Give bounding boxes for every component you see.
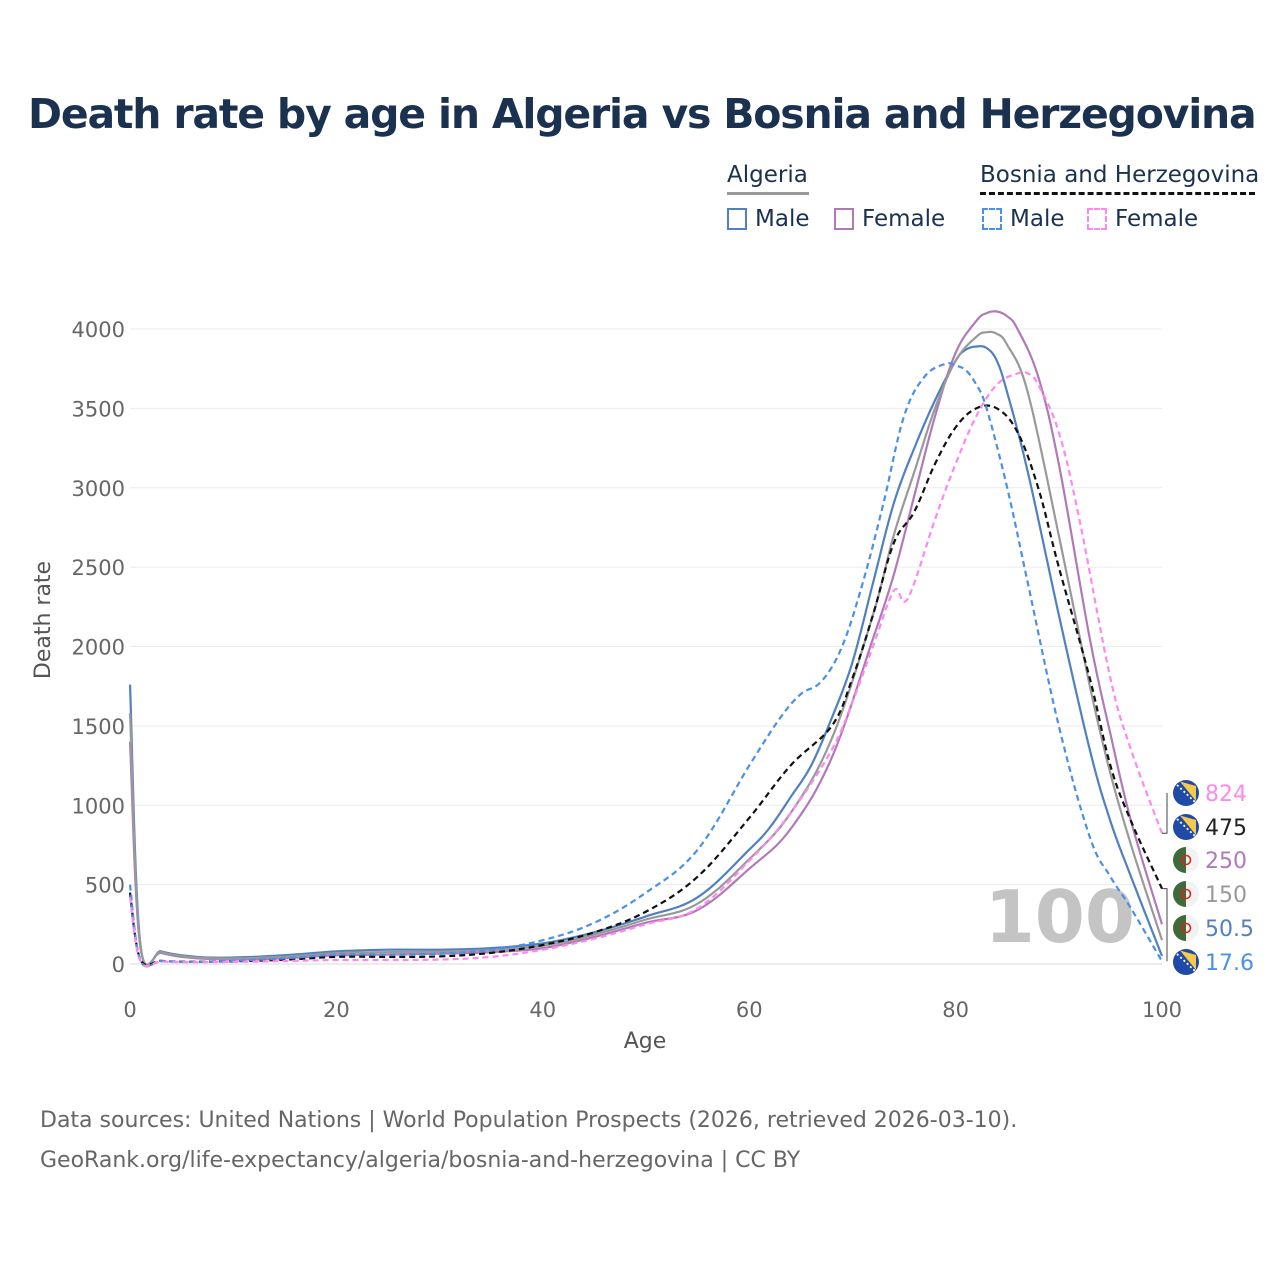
legend-label: Male xyxy=(1010,206,1065,232)
y-tick-label: 2500 xyxy=(72,556,125,580)
end-label-flag-algeria xyxy=(1173,881,1199,907)
end-label-flag-bosnia xyxy=(1173,814,1199,840)
y-tick-label: 500 xyxy=(85,874,125,898)
series-line-bosnia-and-herzegovina-female xyxy=(128,370,1164,968)
end-label-connector xyxy=(1162,793,1168,962)
legend-label: Female xyxy=(862,206,946,232)
flag-green-half xyxy=(1173,847,1186,873)
legend-group-bosnia[interactable]: Bosnia and Herzegovina xyxy=(980,162,1260,188)
current-age-watermark: 100 xyxy=(985,875,1135,959)
legend-swatch-bosnia-male xyxy=(982,208,1002,230)
legend-item-bosnia-female[interactable]: Female xyxy=(1087,206,1198,232)
legend-line-algeria xyxy=(727,192,809,195)
series-line-bosnia-and-herzegovina-male xyxy=(128,362,1163,968)
x-tick-label: 60 xyxy=(736,998,763,1022)
flag-green-half xyxy=(1173,881,1186,907)
series-line-algeria-female xyxy=(128,310,1164,966)
end-label-flag-bosnia xyxy=(1173,949,1199,975)
end-label-value: 250 xyxy=(1205,849,1247,874)
series-line-algeria xyxy=(128,330,1164,967)
x-axis-label: Age xyxy=(624,1029,667,1054)
legend-swatch-algeria-male xyxy=(727,208,747,230)
source-line-1: Data sources: United Nations | World Pop… xyxy=(40,1108,1018,1133)
y-tick-label: 0 xyxy=(112,953,125,977)
legend-label: Male xyxy=(755,206,810,232)
x-tick-label: 40 xyxy=(529,998,556,1022)
end-label-value: 50.5 xyxy=(1205,917,1254,942)
end-labels: 824 475 250 150 50.5 17.6 xyxy=(1162,780,1254,976)
chart-title: Death rate by age in Algeria vs Bosnia a… xyxy=(28,90,1257,138)
y-tick-label: 4000 xyxy=(72,318,125,342)
legend-item-bosnia-male[interactable]: Male xyxy=(982,206,1064,232)
y-tick-label: 3500 xyxy=(72,397,125,421)
legend-line-bosnia xyxy=(980,192,1255,195)
flag-green-half xyxy=(1173,915,1186,941)
y-tick-label: 1000 xyxy=(72,794,125,818)
end-label-flag-algeria xyxy=(1173,915,1199,941)
gridlines xyxy=(130,328,1162,965)
flag-triangle xyxy=(1180,781,1196,801)
x-tick-label: 80 xyxy=(942,998,969,1022)
series-line-bosnia-and-herzegovina xyxy=(128,404,1163,967)
legend-group-algeria[interactable]: Algeria xyxy=(727,162,808,188)
legend-label: Female xyxy=(1115,206,1199,232)
x-tick-label: 100 xyxy=(1142,998,1182,1022)
flag-crescent xyxy=(1180,888,1192,900)
series-line-algeria-male xyxy=(128,345,1164,968)
legend-swatch-algeria-female xyxy=(834,208,854,230)
x-tick-label: 20 xyxy=(323,998,350,1022)
y-axis-label: Death rate xyxy=(31,561,56,679)
y-tick-label: 1500 xyxy=(72,715,125,739)
flag-crescent xyxy=(1180,854,1192,866)
y-tick-label: 2000 xyxy=(72,636,125,660)
legend-item-algeria-female[interactable]: Female xyxy=(834,206,945,232)
legend-item-algeria-male[interactable]: Male xyxy=(727,206,809,232)
end-label-value: 150 xyxy=(1205,883,1247,908)
source-line-2[interactable]: GeoRank.org/life-expectancy/algeria/bosn… xyxy=(40,1148,801,1173)
y-axis-ticks: 0 500 1000 1500 2000 2500 3000 3500 4000 xyxy=(72,318,125,977)
end-label-flag-bosnia xyxy=(1173,780,1199,806)
end-label-value: 475 xyxy=(1205,816,1247,841)
x-axis-ticks: 0 20 40 60 80 100 xyxy=(123,998,1182,1022)
y-tick-label: 3000 xyxy=(72,477,125,501)
end-label-flag-algeria xyxy=(1173,847,1199,873)
legend-swatch-bosnia-female xyxy=(1087,208,1107,230)
end-label-value: 17.6 xyxy=(1205,951,1254,976)
flag-triangle xyxy=(1180,815,1196,835)
series-lines xyxy=(128,310,1164,968)
x-tick-label: 0 xyxy=(123,998,136,1022)
flag-crescent xyxy=(1180,922,1192,934)
end-label-value: 824 xyxy=(1205,782,1247,807)
flag-triangle xyxy=(1180,950,1196,970)
